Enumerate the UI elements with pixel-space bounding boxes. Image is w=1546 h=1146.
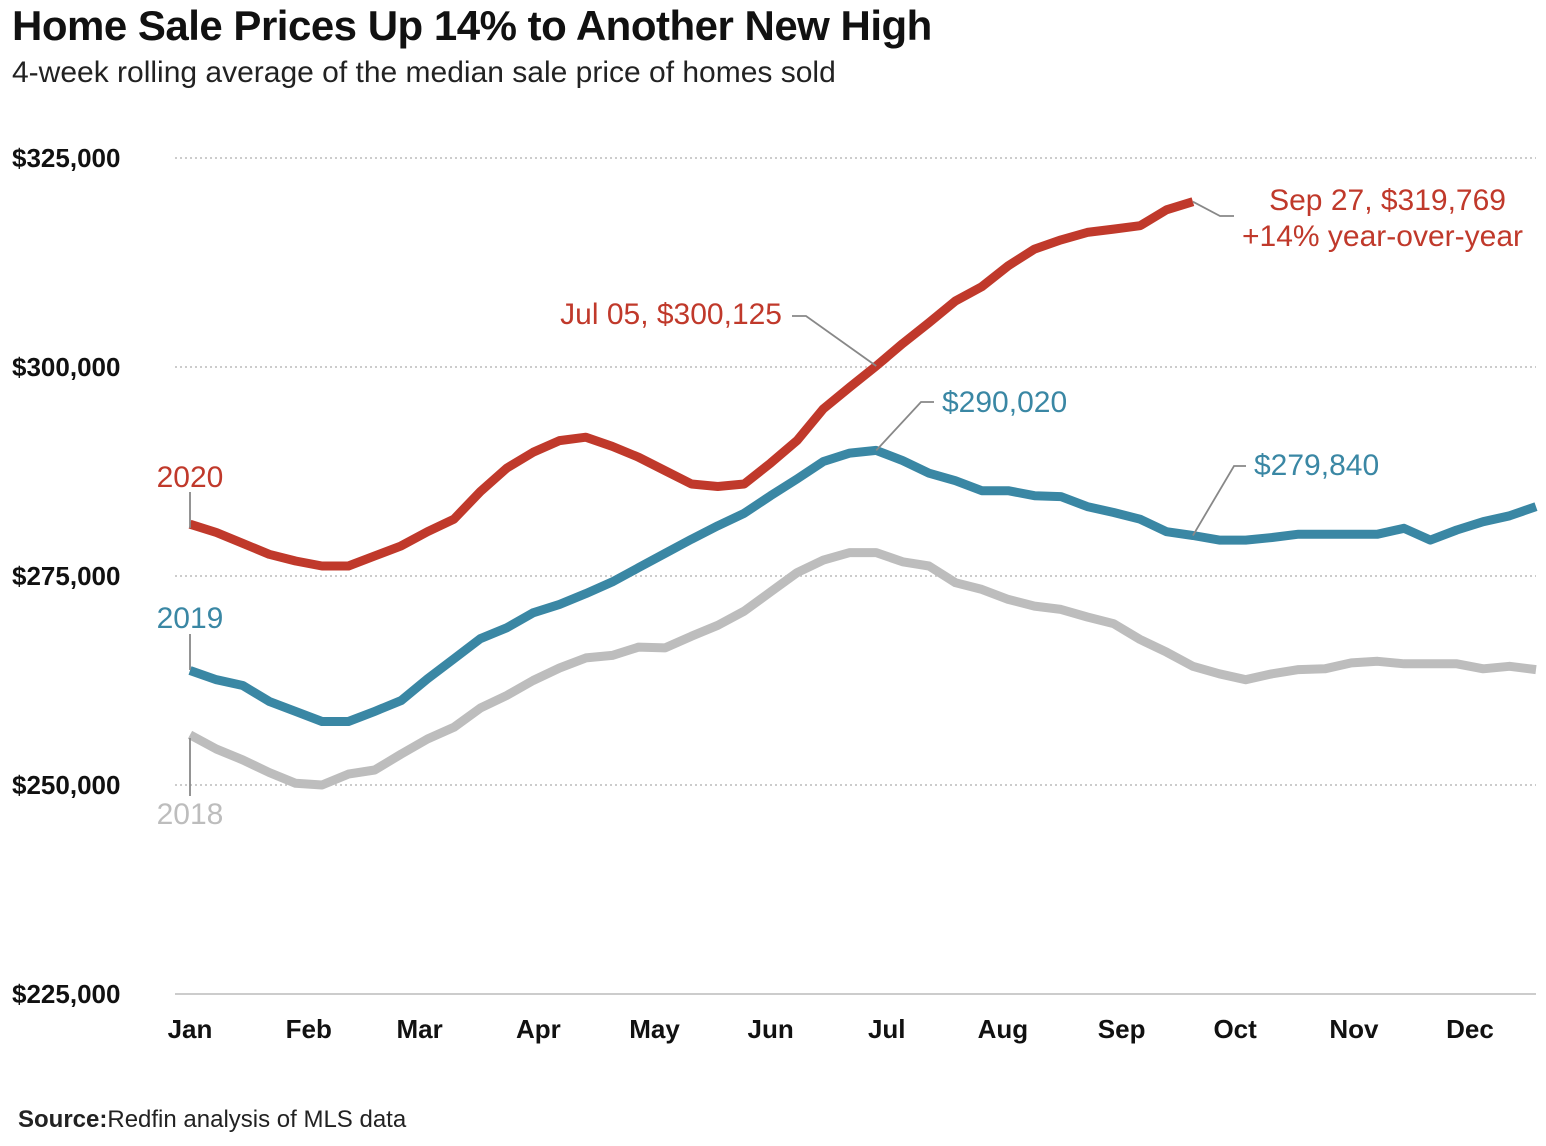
- series-line-2018: [187, 548, 1537, 790]
- source-note: Source:Redfin analysis of MLS data: [18, 1106, 406, 1134]
- series-label-2020: 2020: [157, 461, 224, 494]
- annotation-leader: [1192, 465, 1246, 536]
- x-tick-label: Feb: [286, 1014, 332, 1044]
- annotation-2020-yoy: +14% year-over-year: [1242, 220, 1523, 253]
- y-tick-label: $250,000: [12, 770, 120, 800]
- series-line-2020: [188, 197, 1195, 571]
- x-tick-label: Jun: [748, 1014, 794, 1044]
- x-tick-label: Aug: [978, 1014, 1029, 1044]
- annotation-leader: [792, 315, 877, 367]
- chart-title: Home Sale Prices Up 14% to Another New H…: [12, 2, 932, 49]
- gridlines: [175, 157, 1536, 995]
- y-tick-label: $300,000: [12, 352, 120, 382]
- annotation-2020-sep: Sep 27, $319,769: [1269, 184, 1506, 217]
- x-tick-label: May: [629, 1014, 680, 1044]
- x-tick-label: Jan: [168, 1014, 213, 1044]
- annotation-leader: [1192, 200, 1234, 217]
- y-axis-ticks: $325,000 $300,000 $275,000 $250,000 $225,000: [12, 143, 120, 1009]
- annotations: 2020 2019 2018 Jul 05, $300,125 Sep 27, $319…: [157, 184, 1523, 831]
- x-axis-ticks: Jan Feb Mar Apr May Jun Jul Aug Sep Oct Nov Dec: [168, 1014, 1494, 1044]
- y-tick-label: $325,000: [12, 143, 120, 173]
- annotation-2020-jul: Jul 05, $300,125: [560, 298, 782, 331]
- source-text: Redfin analysis of MLS data: [107, 1106, 407, 1133]
- x-tick-label: Dec: [1446, 1014, 1494, 1044]
- series-line-2019: [188, 445, 1538, 726]
- source-label: Source:: [18, 1106, 108, 1133]
- x-tick-label: Oct: [1213, 1014, 1257, 1044]
- annotation-leader: [875, 401, 934, 452]
- x-tick-label: Nov: [1329, 1014, 1379, 1044]
- series-lines: [187, 197, 1538, 790]
- annotation-2019-sep: $279,840: [1254, 449, 1379, 482]
- series-label-2019: 2019: [157, 602, 224, 635]
- chart-subtitle: 4-week rolling average of the median sal…: [12, 56, 836, 89]
- x-tick-label: Sep: [1098, 1014, 1146, 1044]
- annotation-2019-peak: $290,020: [942, 386, 1067, 419]
- x-tick-label: Mar: [396, 1014, 442, 1044]
- y-tick-label: $275,000: [12, 561, 120, 591]
- y-tick-label: $225,000: [12, 979, 120, 1009]
- x-tick-label: Apr: [516, 1014, 561, 1044]
- series-label-2018: 2018: [157, 798, 224, 831]
- x-tick-label: Jul: [868, 1014, 906, 1044]
